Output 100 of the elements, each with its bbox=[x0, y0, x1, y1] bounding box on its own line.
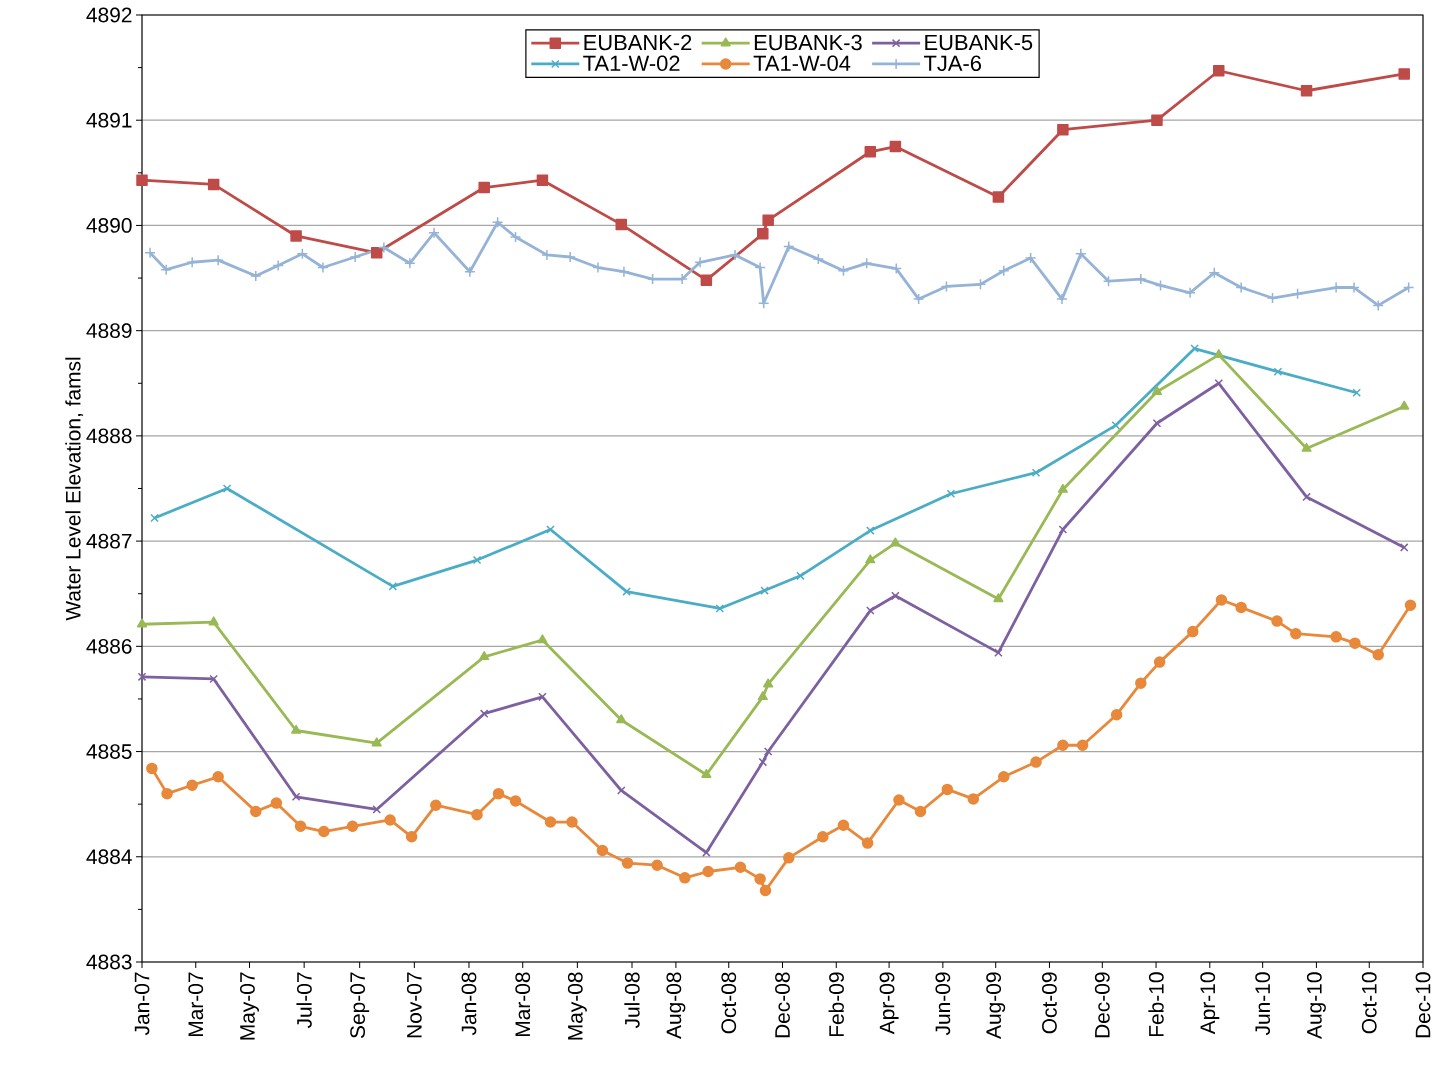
point bbox=[889, 140, 902, 153]
point bbox=[754, 261, 766, 274]
x-tick-label: Dec-08 bbox=[775, 972, 790, 1038]
x-tick-label: Apr-09 bbox=[879, 972, 899, 1035]
point bbox=[998, 264, 1010, 277]
point bbox=[941, 783, 954, 796]
point bbox=[1271, 615, 1283, 627]
point bbox=[1024, 252, 1037, 264]
point bbox=[783, 852, 795, 864]
point bbox=[1372, 299, 1384, 312]
point bbox=[994, 648, 1003, 657]
point bbox=[464, 265, 476, 278]
point bbox=[509, 231, 522, 243]
point bbox=[536, 174, 549, 186]
point bbox=[1154, 279, 1167, 292]
point bbox=[998, 771, 1010, 783]
point bbox=[1057, 483, 1068, 493]
y-tick-label: 4888 bbox=[86, 428, 132, 444]
point bbox=[430, 799, 442, 811]
point bbox=[1214, 378, 1224, 388]
point bbox=[136, 174, 148, 186]
point bbox=[1111, 421, 1121, 430]
x-tick-label: Dec-10 bbox=[1415, 972, 1431, 1038]
point bbox=[296, 248, 309, 260]
point bbox=[893, 794, 905, 806]
point bbox=[270, 797, 283, 809]
point bbox=[1152, 418, 1162, 428]
point bbox=[272, 259, 284, 272]
point bbox=[318, 825, 330, 838]
point bbox=[914, 805, 927, 818]
point bbox=[1399, 543, 1409, 552]
x-tick-label: Apr-10 bbox=[1200, 972, 1220, 1035]
point bbox=[946, 489, 956, 499]
point bbox=[1151, 385, 1163, 395]
y-tick-label: 4890 bbox=[86, 218, 132, 233]
point bbox=[1153, 656, 1166, 668]
point bbox=[150, 513, 159, 523]
point bbox=[370, 247, 383, 259]
point bbox=[136, 618, 148, 628]
point bbox=[596, 844, 609, 857]
point bbox=[1330, 631, 1342, 643]
point bbox=[592, 261, 604, 274]
point bbox=[1404, 599, 1417, 612]
point bbox=[137, 672, 147, 682]
point bbox=[837, 264, 850, 277]
point bbox=[346, 820, 359, 833]
x-tick-label: Nov-07 bbox=[406, 972, 422, 1038]
y-tick-label: 4885 bbox=[86, 744, 132, 759]
point bbox=[212, 771, 224, 783]
point bbox=[1349, 637, 1361, 649]
point bbox=[993, 593, 1004, 603]
point bbox=[734, 861, 747, 874]
point bbox=[1235, 281, 1247, 294]
x-tick-label: Feb-10 bbox=[1148, 972, 1164, 1037]
point bbox=[1301, 442, 1312, 452]
point bbox=[492, 787, 505, 800]
point bbox=[1057, 123, 1069, 136]
point bbox=[1031, 468, 1041, 477]
point bbox=[866, 526, 875, 535]
x-tick-label: Feb-09 bbox=[828, 972, 844, 1037]
point bbox=[546, 525, 555, 534]
point bbox=[621, 857, 634, 869]
point bbox=[700, 274, 713, 286]
point bbox=[651, 859, 663, 871]
legend-label: EUBANK-3 bbox=[754, 34, 862, 51]
point bbox=[715, 604, 725, 613]
point bbox=[290, 230, 302, 242]
point bbox=[1291, 288, 1304, 300]
point bbox=[974, 278, 987, 291]
point bbox=[861, 837, 874, 849]
legend-label: TA1-W-04 bbox=[753, 55, 851, 72]
point bbox=[1398, 68, 1410, 80]
point bbox=[992, 191, 1005, 203]
point bbox=[1151, 114, 1163, 126]
legend-label: TA1-W-02 bbox=[583, 55, 680, 72]
point bbox=[1399, 400, 1410, 410]
x-tick-label: Oct-10 bbox=[1361, 972, 1377, 1034]
point bbox=[1135, 677, 1147, 689]
point bbox=[837, 819, 850, 831]
x-tick-label: Jun-09 bbox=[935, 972, 951, 1036]
x-tick-label: May-07 bbox=[240, 972, 259, 1040]
point bbox=[388, 582, 398, 591]
point bbox=[1290, 627, 1302, 640]
point bbox=[860, 257, 873, 270]
point bbox=[1030, 756, 1042, 768]
legend-label: TJA-6 bbox=[924, 55, 981, 72]
point bbox=[250, 805, 262, 818]
point bbox=[378, 241, 390, 254]
x-tick-label: Aug-09 bbox=[986, 972, 1006, 1039]
point bbox=[1213, 65, 1225, 77]
y-tick-label: 4892 bbox=[86, 7, 132, 23]
point bbox=[702, 848, 711, 857]
point bbox=[912, 293, 925, 305]
x-tick-label: May-08 bbox=[567, 972, 587, 1040]
point bbox=[1402, 281, 1415, 294]
point bbox=[222, 484, 232, 493]
point bbox=[1208, 267, 1221, 279]
x-tick-label: Mar-08 bbox=[515, 972, 531, 1037]
y-tick-label: 4887 bbox=[86, 533, 132, 549]
y-tick-label: 4883 bbox=[86, 954, 132, 970]
